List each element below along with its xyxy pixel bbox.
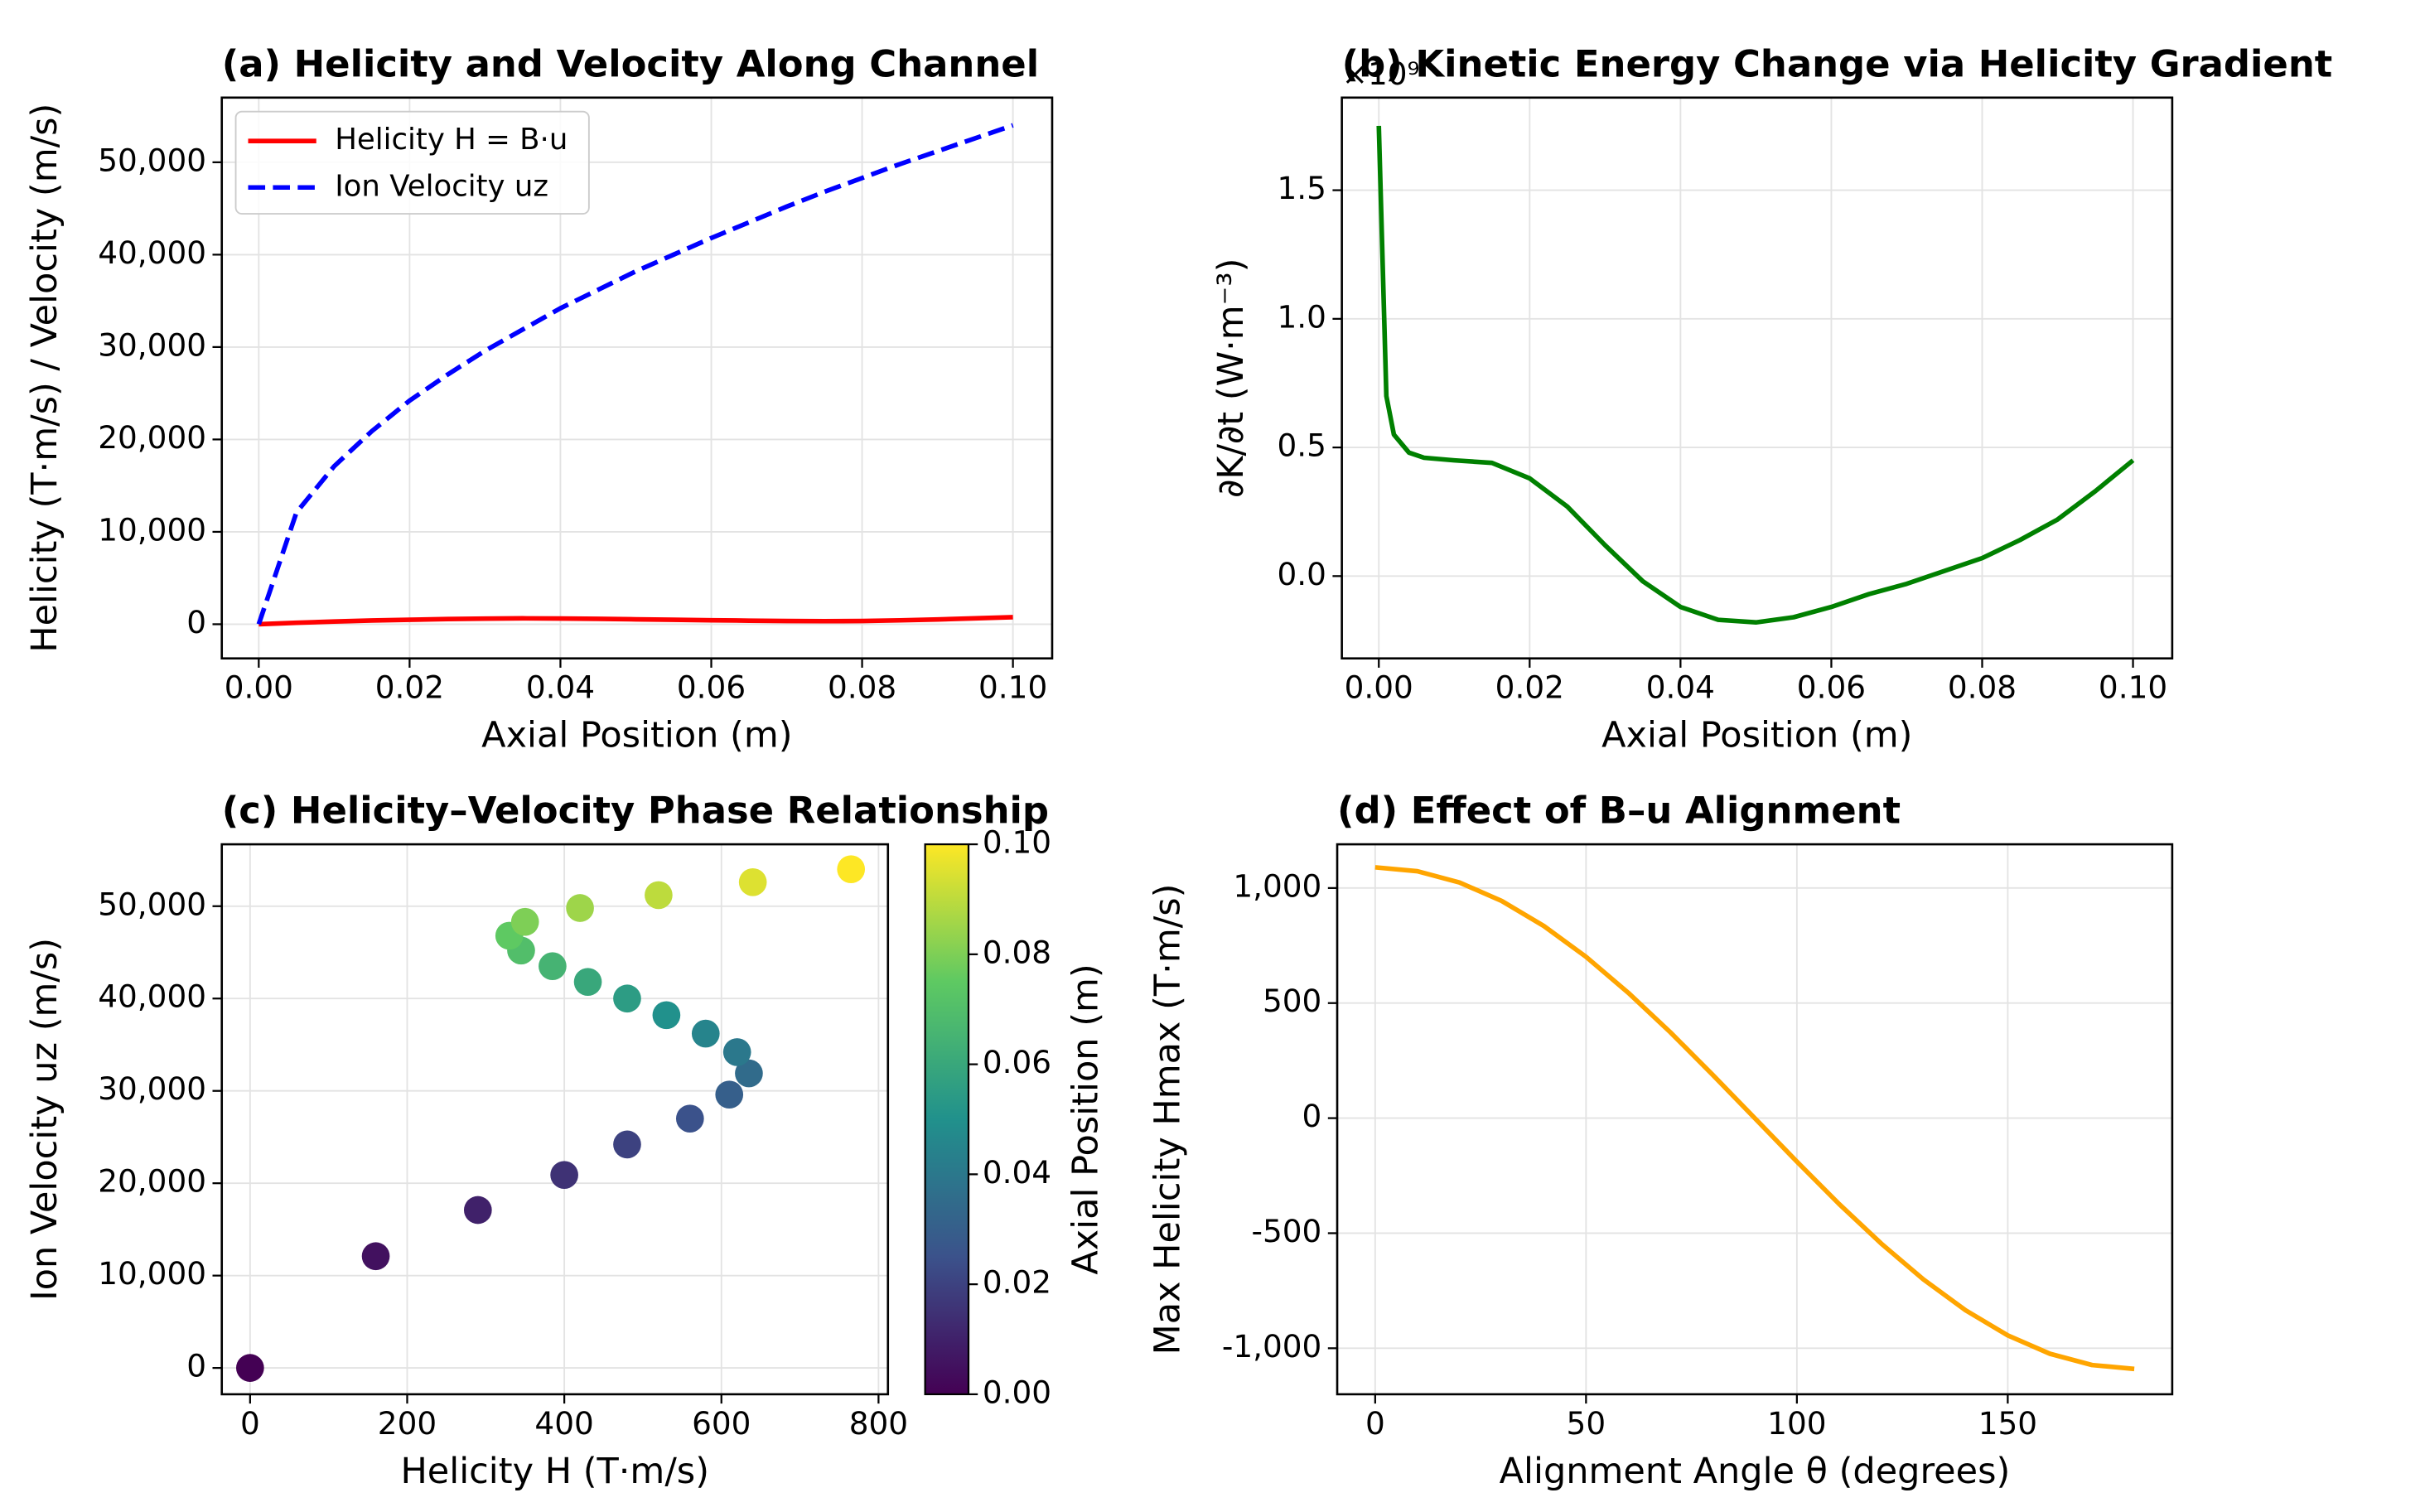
scatter-point <box>645 881 673 910</box>
x-tick-label: 0.00 <box>225 669 293 706</box>
scatter-point <box>715 1080 744 1109</box>
colorbar-tick-label: 0.02 <box>983 1264 1051 1301</box>
series-line <box>1374 865 2135 1372</box>
x-tick-label: 50 <box>1567 1405 1606 1442</box>
series-line <box>1376 125 2135 626</box>
y-tick-label: 0.5 <box>1277 428 1326 464</box>
y-tick-label: 10,000 <box>98 511 206 548</box>
axes-frame <box>220 96 1054 660</box>
series-line <box>258 615 1013 627</box>
y-tick-label: 40,000 <box>98 978 206 1015</box>
legend-box <box>234 110 590 215</box>
scatter-point <box>463 1196 492 1225</box>
axes-frame <box>1341 96 2174 660</box>
chart-title: (d) Effect of B–u Alignment <box>1337 789 1901 833</box>
colorbar <box>924 843 970 1396</box>
x-tick-label: 0.06 <box>677 669 746 706</box>
x-tick-label: 0.06 <box>1797 669 1866 706</box>
x-tick-label: 600 <box>692 1405 751 1442</box>
axes-frame <box>220 843 890 1396</box>
scatter-point <box>675 1104 704 1133</box>
y-tick-label: 20,000 <box>98 1163 206 1200</box>
y-tick-label: 0 <box>1302 1098 1322 1134</box>
offset-label: ×10⁹ <box>1342 56 1420 92</box>
colorbar-tick-label: 0.04 <box>983 1154 1051 1191</box>
scatter-point <box>691 1019 720 1048</box>
x-tick-label: 0.08 <box>1948 669 2017 706</box>
x-axis-label: Axial Position (m) <box>481 715 792 756</box>
x-tick-label: 0 <box>240 1405 260 1442</box>
y-tick-label: 50,000 <box>98 886 206 922</box>
scatter-point <box>735 1059 763 1088</box>
scatter-point <box>539 952 567 981</box>
y-tick-label: 0.0 <box>1277 556 1326 592</box>
y-axis-label: Max Helicity Hmax (T·m/s) <box>1147 884 1189 1355</box>
x-tick-label: 0.10 <box>978 669 1047 706</box>
colorbar-tick-label: 0.08 <box>983 934 1051 970</box>
x-tick-label: 0.04 <box>1646 669 1715 706</box>
chart-title: (b) Kinetic Energy Change via Helicity G… <box>1342 41 2333 85</box>
x-tick-label: 0.10 <box>2099 669 2167 706</box>
x-tick-label: 100 <box>1767 1405 1826 1442</box>
scatter-point <box>722 1038 751 1066</box>
x-tick-label: 400 <box>534 1405 593 1442</box>
chart-title: (c) Helicity–Velocity Phase Relationship <box>222 789 1049 833</box>
x-tick-label: 0.04 <box>526 669 595 706</box>
y-axis-label: Helicity (T·m/s) / Velocity (m/s) <box>24 104 65 653</box>
scatter-point <box>566 894 594 922</box>
y-tick-label: -500 <box>1251 1213 1321 1249</box>
y-tick-label: 1,000 <box>1233 867 1321 904</box>
y-tick-label: 30,000 <box>98 1070 206 1107</box>
scatter-point <box>837 855 866 884</box>
x-tick-label: 0.08 <box>828 669 896 706</box>
y-axis-label: Ion Velocity uz (m/s) <box>24 938 65 1301</box>
colorbar-tick-label: 0.10 <box>983 824 1051 861</box>
scatter-point <box>510 907 539 936</box>
x-tick-label: 0.02 <box>375 669 444 706</box>
x-tick-label: 0.02 <box>1495 669 1564 706</box>
colorbar-label: Axial Position (m) <box>1065 964 1106 1274</box>
y-tick-label: 1.5 <box>1277 170 1326 206</box>
scatter-point <box>613 1130 641 1159</box>
x-axis-label: Helicity H (T·m/s) <box>400 1451 709 1492</box>
scatter-point <box>361 1242 390 1271</box>
series-line <box>256 123 1014 626</box>
y-tick-label: 20,000 <box>98 419 206 456</box>
y-tick-label: 50,000 <box>98 142 206 178</box>
colorbar-tick-label: 0.00 <box>983 1374 1051 1410</box>
y-tick-label: -1,000 <box>1222 1328 1321 1365</box>
axes-frame <box>1336 843 2174 1396</box>
y-tick-label: 0 <box>186 1348 206 1384</box>
y-axis-label: ∂K/∂t (W·m⁻³) <box>1210 258 1252 498</box>
legend-label: Helicity H = B·u <box>335 123 568 157</box>
scatter-point <box>738 867 767 896</box>
y-tick-label: 10,000 <box>98 1255 206 1292</box>
scatter-point <box>613 984 641 1013</box>
y-tick-label: 40,000 <box>98 234 206 271</box>
scatter-point <box>236 1354 264 1382</box>
y-tick-label: 500 <box>1263 983 1321 1019</box>
y-tick-label: 0 <box>186 604 206 640</box>
scatter-point <box>550 1161 578 1189</box>
x-axis-label: Alignment Angle θ (degrees) <box>1500 1451 2011 1492</box>
scatter-point <box>652 1001 681 1030</box>
colorbar-tick-label: 0.06 <box>983 1044 1051 1080</box>
x-tick-label: 800 <box>849 1405 908 1442</box>
y-tick-label: 1.0 <box>1277 298 1326 335</box>
x-tick-label: 0.00 <box>1345 669 1413 706</box>
legend-label: Ion Velocity uz <box>335 169 548 203</box>
y-tick-label: 30,000 <box>98 326 206 363</box>
x-axis-label: Axial Position (m) <box>1601 715 1912 756</box>
scatter-point <box>573 968 602 997</box>
chart-title: (a) Helicity and Velocity Along Channel <box>222 41 1039 85</box>
x-tick-label: 200 <box>378 1405 437 1442</box>
x-tick-label: 150 <box>1978 1405 2037 1442</box>
x-tick-label: 0 <box>1365 1405 1385 1442</box>
